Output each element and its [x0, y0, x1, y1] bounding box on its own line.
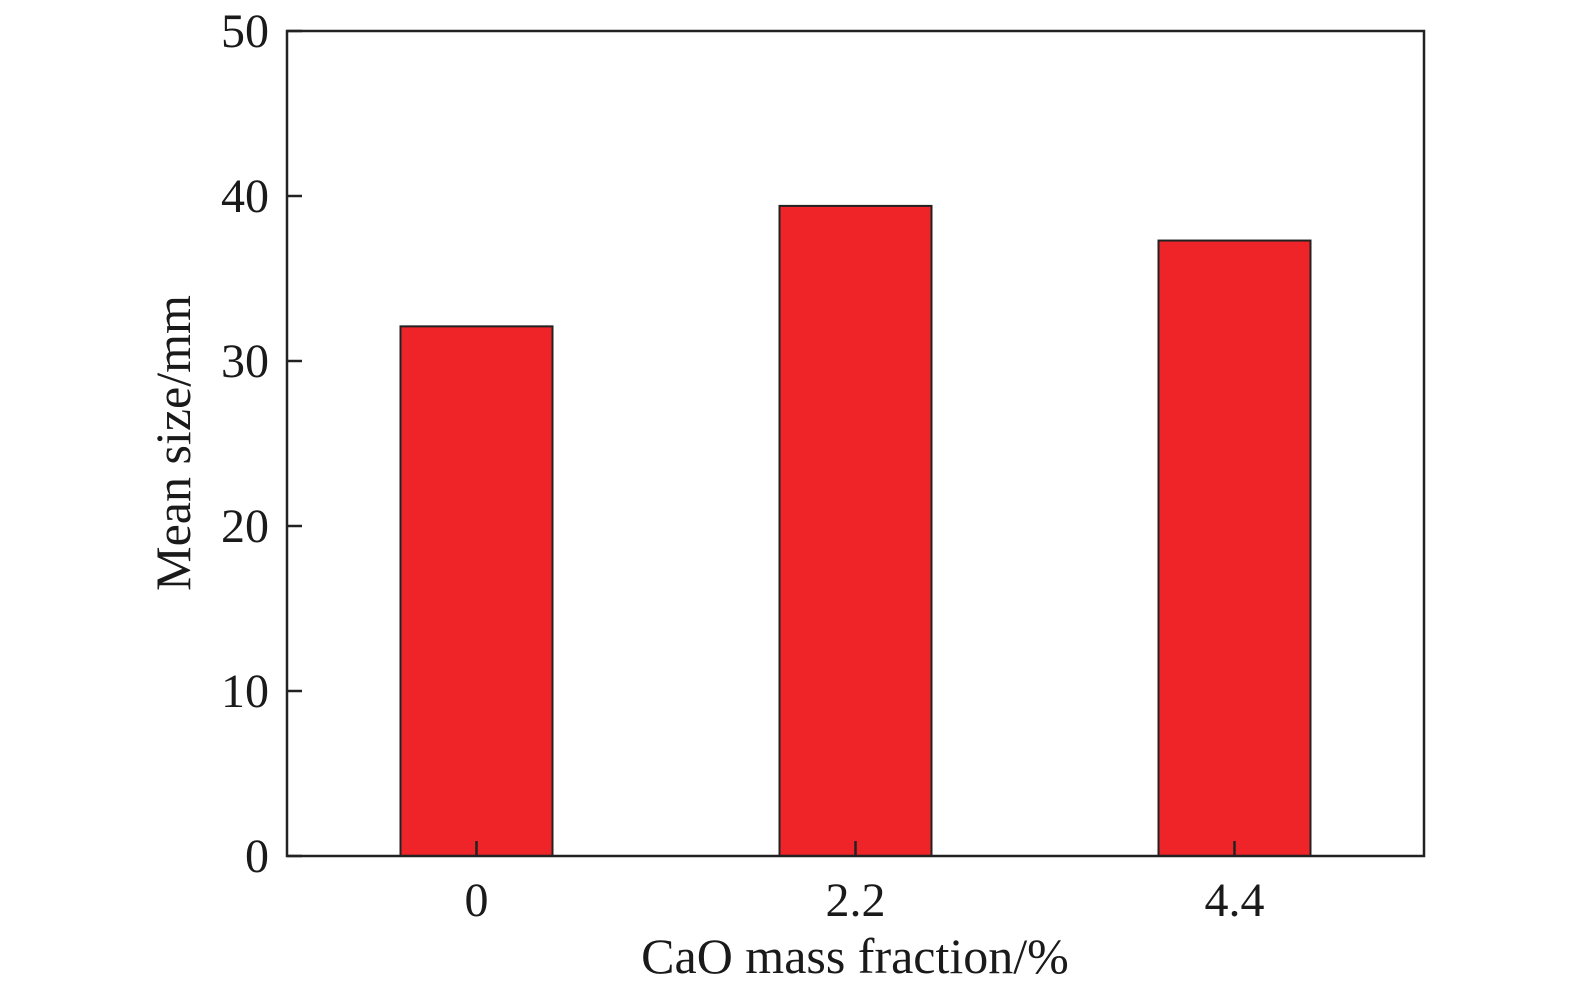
y-tick-label-1: 10	[221, 665, 269, 718]
y-tick-label-3: 30	[221, 335, 269, 388]
y-tick-label-5: 50	[221, 5, 269, 58]
y-tick-label-2: 20	[221, 500, 269, 553]
plot-frame	[285, 29, 1426, 858]
bars-group	[399, 204, 1312, 858]
x-tick-label-1: 2.2	[826, 874, 886, 927]
bar-2	[1157, 239, 1312, 858]
y-axis-title: Mean size/mm	[145, 295, 201, 591]
tick-labels-group: 0 2.2 4.4 0 10 20 30 40 50	[221, 5, 1265, 927]
y-tick-label-0: 0	[245, 830, 269, 883]
x-tick-label-2: 4.4	[1205, 874, 1265, 927]
x-tick-label-0: 0	[465, 874, 489, 927]
bar-0	[399, 325, 554, 858]
y-tick-label-4: 40	[221, 170, 269, 223]
x-axis-title: CaO mass fraction/%	[641, 928, 1069, 984]
bar-1	[778, 204, 933, 857]
